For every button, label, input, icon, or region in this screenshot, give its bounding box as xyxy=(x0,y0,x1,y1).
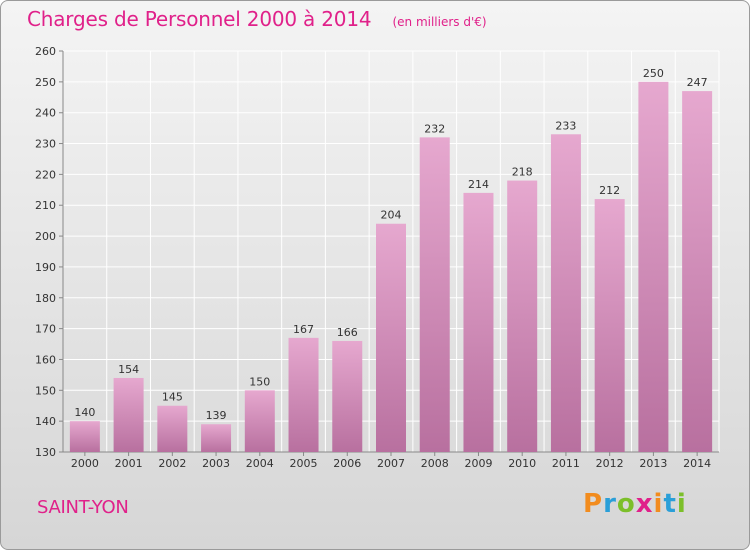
x-tick-label: 2000 xyxy=(71,457,99,470)
y-tick-label: 160 xyxy=(35,353,56,366)
chart-subtitle: (en milliers d'€) xyxy=(392,15,487,29)
x-tick-label: 2012 xyxy=(596,457,624,470)
x-tick-label: 2007 xyxy=(377,457,405,470)
x-tick-label: 2008 xyxy=(421,457,449,470)
y-tick-label: 190 xyxy=(35,261,56,274)
bar xyxy=(419,137,450,452)
bar xyxy=(288,337,319,452)
y-tick-label: 230 xyxy=(35,138,56,151)
y-tick-label: 140 xyxy=(35,415,56,428)
x-tick-label: 2009 xyxy=(464,457,492,470)
bar-value-label: 247 xyxy=(687,76,708,89)
bar xyxy=(157,405,188,452)
bar xyxy=(463,192,494,452)
x-tick-label: 2001 xyxy=(115,457,143,470)
logo-letter: x xyxy=(635,489,654,519)
bar-value-label: 140 xyxy=(74,406,95,419)
y-tick-label: 180 xyxy=(35,292,56,305)
y-tick-label: 150 xyxy=(35,384,56,397)
y-tick-label: 260 xyxy=(35,45,56,58)
bar-value-label: 204 xyxy=(381,209,402,222)
bar-value-label: 145 xyxy=(162,391,183,404)
logo-letter: i xyxy=(653,489,664,519)
x-tick-label: 2014 xyxy=(683,457,711,470)
y-tick-label: 240 xyxy=(35,107,56,120)
bar xyxy=(550,134,581,453)
bar-value-label: 166 xyxy=(337,326,358,339)
bar xyxy=(507,180,538,453)
proxiti-logo: Proxiti xyxy=(583,489,687,519)
bar xyxy=(69,421,100,452)
x-tick-label: 2013 xyxy=(639,457,667,470)
x-tick-label: 2011 xyxy=(552,457,580,470)
logo-letter: o xyxy=(616,489,636,519)
bar xyxy=(376,223,406,452)
bar-value-label: 233 xyxy=(555,119,576,132)
bar-value-label: 139 xyxy=(206,409,227,422)
bar-value-label: 232 xyxy=(424,122,445,135)
commune-name: SAINT-YON xyxy=(37,497,129,518)
bars xyxy=(69,81,713,453)
bar xyxy=(113,377,144,452)
y-tick-label: 130 xyxy=(35,446,56,459)
y-tick-label: 200 xyxy=(35,230,56,243)
bar xyxy=(638,81,669,452)
bar-value-label: 212 xyxy=(599,184,620,197)
chart-title: Charges de Personnel 2000 à 2014 xyxy=(27,7,372,31)
y-tick-label: 210 xyxy=(35,199,56,212)
bar-value-label: 154 xyxy=(118,363,139,376)
logo-letter: i xyxy=(676,489,687,519)
bar-value-label: 250 xyxy=(643,67,664,80)
bar xyxy=(244,390,275,452)
bar xyxy=(332,340,363,452)
x-tick-label: 2010 xyxy=(508,457,536,470)
logo-letter: t xyxy=(663,489,677,519)
x-tick-label: 2006 xyxy=(333,457,361,470)
x-tick-label: 2004 xyxy=(246,457,274,470)
x-tick-label: 2003 xyxy=(202,457,230,470)
y-tick-label: 170 xyxy=(35,323,56,336)
logo-letter: r xyxy=(603,489,617,519)
bar xyxy=(201,424,232,452)
logo-letter: P xyxy=(583,489,604,519)
x-tick-label: 2002 xyxy=(158,457,186,470)
bar xyxy=(594,199,625,452)
y-tick-label: 250 xyxy=(35,76,56,89)
bar-value-label: 214 xyxy=(468,178,489,191)
bar xyxy=(682,91,713,452)
y-tick-label: 220 xyxy=(35,168,56,181)
x-tick-label: 2005 xyxy=(290,457,318,470)
labels: 130 140 150 160 170 180 190 200 210 220 230 240 250 2… xyxy=(35,45,711,470)
bar-value-label: 150 xyxy=(249,375,270,388)
title-row: Charges de Personnel 2000 à 2014 (en mil… xyxy=(27,7,487,31)
bar-value-label: 218 xyxy=(512,166,533,179)
bar-value-label: 167 xyxy=(293,323,314,336)
